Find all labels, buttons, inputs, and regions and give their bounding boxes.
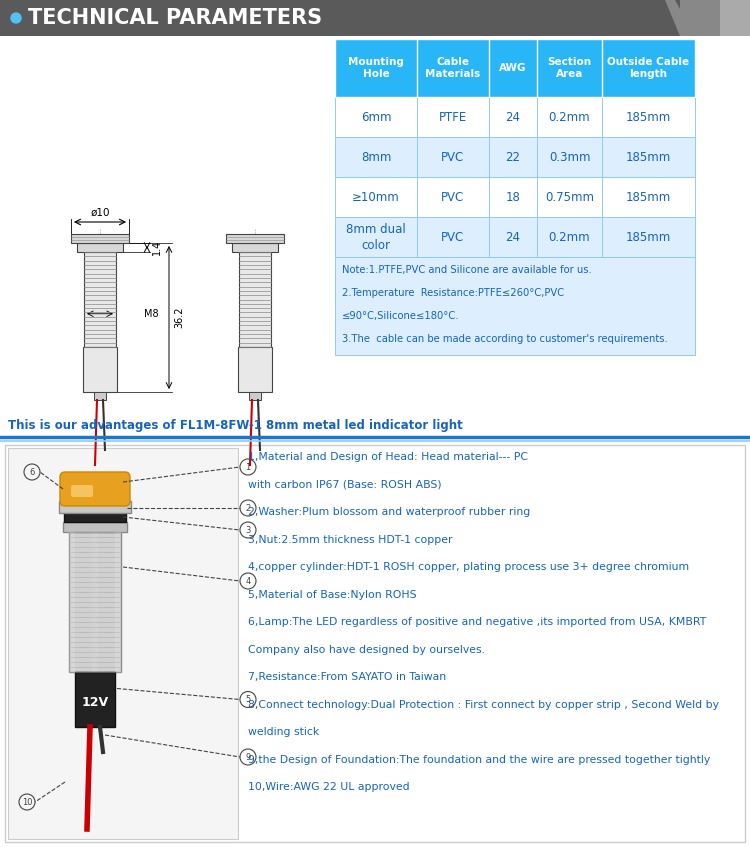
Text: PVC: PVC	[441, 230, 464, 243]
Circle shape	[11, 13, 21, 23]
Text: 0.75mm: 0.75mm	[545, 191, 594, 203]
Text: with carbon IP67 (Base: ROSH ABS): with carbon IP67 (Base: ROSH ABS)	[248, 479, 442, 490]
Text: 36.2: 36.2	[174, 307, 184, 329]
Text: 2: 2	[245, 503, 250, 512]
Text: 24: 24	[506, 230, 520, 243]
Text: 2.Temperature  Resistance:PTFE≤260°C,PVC: 2.Temperature Resistance:PTFE≤260°C,PVC	[342, 288, 564, 298]
FancyBboxPatch shape	[60, 472, 130, 506]
Text: TECHNICAL PARAMETERS: TECHNICAL PARAMETERS	[28, 8, 322, 28]
Text: 10: 10	[22, 798, 32, 806]
Text: M8: M8	[144, 309, 159, 318]
Text: Cable
Materials: Cable Materials	[425, 57, 481, 80]
FancyBboxPatch shape	[59, 501, 131, 513]
FancyBboxPatch shape	[335, 217, 695, 257]
Text: 8mm dual
color: 8mm dual color	[346, 223, 406, 252]
FancyBboxPatch shape	[335, 257, 695, 355]
Text: 185mm: 185mm	[626, 151, 671, 163]
Text: 4,copper cylinder:HDT-1 ROSH copper, plating process use 3+ degree chromium: 4,copper cylinder:HDT-1 ROSH copper, pla…	[248, 562, 689, 572]
Text: 22: 22	[506, 151, 520, 163]
Text: 3.The  cable can be made according to customer's requirements.: 3.The cable can be made according to cus…	[342, 334, 668, 344]
FancyBboxPatch shape	[64, 513, 126, 522]
Text: 10,Wire:AWG 22 UL approved: 10,Wire:AWG 22 UL approved	[248, 782, 410, 792]
Text: 9,the Design of Foundation:The foundation and the wire are pressed together tigh: 9,the Design of Foundation:The foundatio…	[248, 755, 710, 765]
FancyBboxPatch shape	[226, 234, 284, 243]
Text: 5,Material of Base:Nylon ROHS: 5,Material of Base:Nylon ROHS	[248, 590, 417, 600]
FancyBboxPatch shape	[239, 252, 271, 347]
Text: Note:1.PTFE,PVC and Silicone are available for us.: Note:1.PTFE,PVC and Silicone are availab…	[342, 265, 592, 275]
Text: 6: 6	[29, 468, 34, 477]
FancyBboxPatch shape	[84, 252, 116, 347]
FancyBboxPatch shape	[115, 532, 121, 672]
Text: 5: 5	[245, 695, 250, 704]
Text: 7,Resistance:From SAYATO in Taiwan: 7,Resistance:From SAYATO in Taiwan	[248, 672, 446, 682]
Text: 1: 1	[245, 462, 250, 472]
Text: PVC: PVC	[441, 151, 464, 163]
FancyBboxPatch shape	[249, 392, 261, 400]
Text: PVC: PVC	[441, 191, 464, 203]
Text: ø10: ø10	[90, 208, 110, 218]
Text: ≥10mm: ≥10mm	[352, 191, 400, 203]
FancyBboxPatch shape	[77, 243, 123, 252]
Text: Section
Area: Section Area	[548, 57, 592, 80]
FancyBboxPatch shape	[83, 347, 117, 392]
Text: 3: 3	[245, 525, 250, 534]
FancyBboxPatch shape	[5, 445, 745, 842]
Polygon shape	[680, 0, 720, 36]
FancyBboxPatch shape	[63, 522, 127, 532]
Text: welding stick: welding stick	[248, 727, 320, 737]
Polygon shape	[720, 0, 750, 36]
FancyBboxPatch shape	[335, 177, 695, 217]
Text: 1.4: 1.4	[152, 240, 162, 255]
FancyBboxPatch shape	[75, 672, 115, 727]
Text: 4: 4	[245, 577, 250, 585]
Polygon shape	[665, 0, 695, 36]
Text: 0.3mm: 0.3mm	[549, 151, 590, 163]
Text: AWG: AWG	[500, 63, 526, 73]
Text: 0.2mm: 0.2mm	[549, 230, 590, 243]
Text: 8,Connect technology:Dual Protection : First connect by copper strip , Second We: 8,Connect technology:Dual Protection : F…	[248, 700, 719, 710]
Text: 9: 9	[245, 752, 250, 761]
FancyBboxPatch shape	[0, 36, 750, 417]
Text: 185mm: 185mm	[626, 191, 671, 203]
Text: 6,Lamp:The LED regardless of positive and negative ,its imported from USA, KMBRT: 6,Lamp:The LED regardless of positive an…	[248, 617, 706, 627]
Text: Mounting
Hole: Mounting Hole	[348, 57, 404, 80]
Text: 18: 18	[506, 191, 520, 203]
FancyBboxPatch shape	[238, 347, 272, 392]
FancyBboxPatch shape	[0, 0, 680, 36]
Text: Outside Cable
length: Outside Cable length	[608, 57, 689, 80]
FancyBboxPatch shape	[8, 448, 238, 839]
Text: This is our advantages of FL1M-8FW-1 8mm metal led indicator light: This is our advantages of FL1M-8FW-1 8mm…	[8, 418, 463, 431]
Text: 185mm: 185mm	[626, 230, 671, 243]
FancyBboxPatch shape	[69, 532, 75, 672]
Text: 24: 24	[506, 110, 520, 124]
Text: 0.2mm: 0.2mm	[549, 110, 590, 124]
Text: 2,Washer:Plum blossom and waterproof rubber ring: 2,Washer:Plum blossom and waterproof rub…	[248, 507, 530, 517]
FancyBboxPatch shape	[69, 532, 121, 672]
Text: 185mm: 185mm	[626, 110, 671, 124]
Text: Company also have designed by ourselves.: Company also have designed by ourselves.	[248, 645, 485, 655]
Text: 12V: 12V	[82, 695, 109, 709]
FancyBboxPatch shape	[92, 532, 98, 672]
Text: ≤90°C,Silicone≤180°C.: ≤90°C,Silicone≤180°C.	[342, 311, 460, 321]
Text: 3,Nut:2.5mm thickness HDT-1 copper: 3,Nut:2.5mm thickness HDT-1 copper	[248, 534, 452, 545]
FancyBboxPatch shape	[71, 485, 93, 497]
FancyBboxPatch shape	[335, 137, 695, 177]
Text: 1,Material and Design of Head: Head material--- PC: 1,Material and Design of Head: Head mate…	[248, 452, 528, 462]
FancyBboxPatch shape	[94, 392, 106, 400]
FancyBboxPatch shape	[335, 39, 695, 97]
Text: PTFE: PTFE	[439, 110, 467, 124]
FancyBboxPatch shape	[335, 97, 695, 137]
FancyBboxPatch shape	[232, 243, 278, 252]
FancyBboxPatch shape	[71, 234, 129, 243]
Text: 8mm: 8mm	[361, 151, 392, 163]
Text: 6mm: 6mm	[361, 110, 392, 124]
